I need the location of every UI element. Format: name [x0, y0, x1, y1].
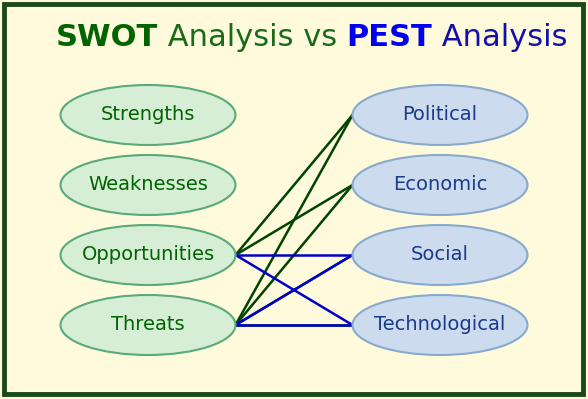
Text: Weaknesses: Weaknesses	[88, 176, 208, 194]
Ellipse shape	[352, 295, 527, 355]
Text: Analysis: Analysis	[432, 24, 568, 52]
Ellipse shape	[61, 225, 236, 285]
Text: Analysis vs: Analysis vs	[158, 24, 346, 52]
Text: SWOT: SWOT	[55, 24, 158, 52]
Text: Economic: Economic	[393, 176, 487, 194]
FancyBboxPatch shape	[4, 4, 583, 394]
Ellipse shape	[61, 85, 236, 145]
Ellipse shape	[352, 225, 527, 285]
Ellipse shape	[61, 295, 236, 355]
Text: Political: Political	[402, 105, 477, 124]
Text: Strengths: Strengths	[101, 105, 195, 124]
Ellipse shape	[352, 85, 527, 145]
Ellipse shape	[352, 155, 527, 215]
Text: Technological: Technological	[375, 316, 506, 334]
Ellipse shape	[61, 155, 236, 215]
Text: Opportunities: Opportunities	[81, 245, 215, 265]
Text: Threats: Threats	[111, 316, 185, 334]
Text: PEST: PEST	[346, 24, 432, 52]
Text: Social: Social	[411, 245, 469, 265]
